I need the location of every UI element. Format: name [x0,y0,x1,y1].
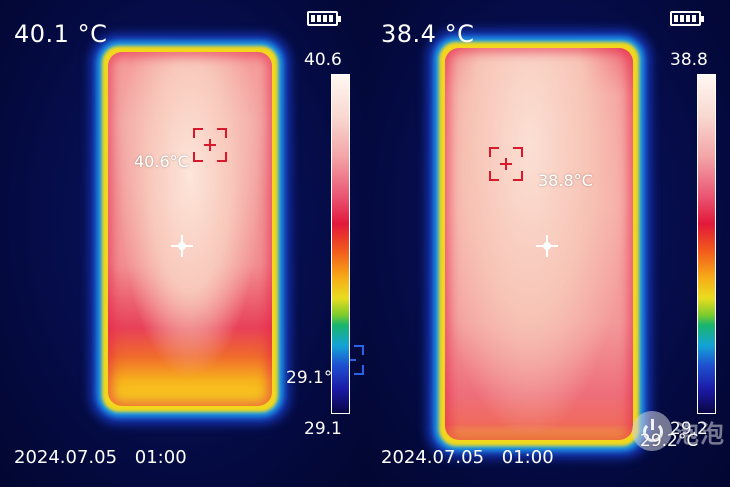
scale-max-value: 40.6 [304,50,342,70]
center-temperature: 38.4 °C [381,20,475,48]
color-scale-bar [331,74,350,414]
capture-datetime: 2024.07.05 01:00 [14,447,187,468]
coldspot-marker-icon [350,345,364,375]
coldspot-temperature: 29.2°C [640,431,699,451]
center-temperature: 40.1 °C [14,20,108,48]
hotspot-marker-icon [193,128,227,162]
scale-min-value: 29.2 [670,419,708,439]
crosshair-icon [171,235,193,257]
phone-thermal-image [427,30,651,458]
thermal-frame-right: 38.4 °C 38.8 29.2 38.8°C 泡泡 29.2°C 2024.… [365,0,730,487]
battery-icon [670,11,706,29]
watermark-text: 泡泡 [675,420,725,448]
hotspot-marker-icon [489,147,523,181]
hotspot-temperature: 38.8°C [538,171,593,190]
coldspot-temperature: 29.1° [286,368,333,388]
watermark-logo-icon [632,411,672,451]
battery-icon [307,11,343,29]
thermal-frame-left: 40.1 °C 40.6 29.1 40.6°C 29.1° 2024.07.0… [0,0,365,487]
capture-datetime: 2024.07.05 01:00 [381,447,554,468]
phone-thermal-image [90,34,290,424]
crosshair-icon [536,235,558,257]
hotspot-temperature: 40.6°C [134,152,189,171]
scale-max-value: 38.8 [670,50,708,70]
scale-min-value: 29.1 [304,419,342,439]
color-scale-bar [697,74,716,414]
